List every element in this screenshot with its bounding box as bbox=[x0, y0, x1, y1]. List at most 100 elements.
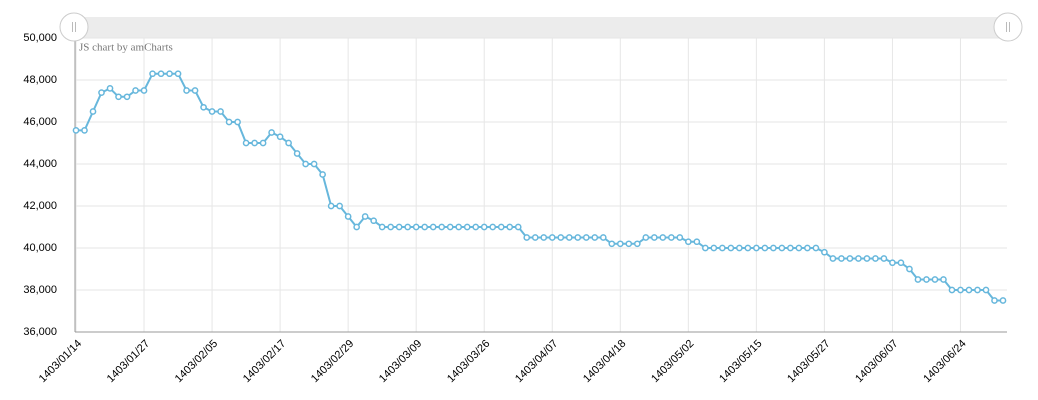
point bbox=[727, 244, 735, 252]
point bbox=[285, 139, 292, 147]
point bbox=[531, 234, 539, 241]
y-tick-label: 38,000 bbox=[23, 284, 57, 296]
point bbox=[591, 234, 599, 241]
point bbox=[889, 259, 896, 267]
point bbox=[166, 70, 173, 78]
point bbox=[804, 244, 811, 252]
point bbox=[497, 223, 505, 231]
point bbox=[906, 265, 913, 273]
point bbox=[455, 223, 463, 231]
point bbox=[540, 234, 548, 241]
point bbox=[174, 70, 182, 78]
point bbox=[81, 127, 88, 134]
point bbox=[838, 255, 845, 262]
point bbox=[98, 89, 105, 96]
point bbox=[149, 70, 156, 78]
point bbox=[106, 85, 114, 92]
point bbox=[812, 244, 820, 252]
point bbox=[736, 244, 743, 252]
point bbox=[982, 286, 990, 294]
point bbox=[897, 259, 905, 267]
point bbox=[701, 244, 709, 252]
point bbox=[387, 223, 395, 231]
point bbox=[829, 255, 837, 262]
point bbox=[608, 240, 616, 248]
point bbox=[616, 240, 624, 248]
x-tick-label: 1403/01/14 bbox=[37, 338, 84, 385]
x-tick-label: 1403/02/05 bbox=[173, 338, 220, 385]
point bbox=[855, 255, 862, 262]
point bbox=[361, 213, 369, 220]
point bbox=[965, 286, 973, 294]
point bbox=[191, 87, 199, 94]
point bbox=[429, 223, 437, 231]
point bbox=[557, 234, 565, 241]
point bbox=[710, 244, 718, 252]
point bbox=[242, 139, 250, 147]
point bbox=[463, 223, 471, 231]
point bbox=[319, 171, 326, 178]
point bbox=[378, 223, 386, 231]
x-tick-label: 1403/05/15 bbox=[717, 338, 764, 385]
x-tick-label: 1403/06/24 bbox=[921, 338, 968, 385]
point bbox=[744, 244, 752, 252]
point bbox=[821, 248, 828, 256]
scroll-grip[interactable] bbox=[993, 12, 1023, 42]
scrollbar[interactable] bbox=[75, 17, 1007, 38]
point bbox=[761, 244, 769, 252]
point bbox=[548, 234, 556, 241]
point bbox=[293, 150, 301, 157]
point bbox=[676, 234, 684, 241]
x-tick-label: 1403/05/02 bbox=[649, 338, 696, 385]
point bbox=[344, 213, 352, 220]
point bbox=[940, 276, 947, 283]
point bbox=[948, 286, 956, 294]
point bbox=[693, 238, 701, 246]
point bbox=[268, 129, 275, 136]
point bbox=[999, 297, 1007, 304]
point bbox=[446, 223, 454, 231]
point bbox=[89, 108, 97, 115]
point bbox=[667, 234, 675, 241]
scroll-grip[interactable] bbox=[59, 12, 89, 42]
point bbox=[183, 87, 190, 94]
point bbox=[625, 240, 633, 248]
point bbox=[514, 223, 522, 231]
x-tick-label: 1403/01/27 bbox=[105, 338, 152, 385]
point bbox=[370, 217, 378, 225]
point bbox=[489, 223, 497, 231]
point bbox=[353, 223, 361, 231]
credit: JS chart by amCharts bbox=[79, 42, 173, 54]
point bbox=[565, 234, 573, 241]
point bbox=[157, 70, 165, 78]
x-tick-label: 1403/03/09 bbox=[377, 338, 424, 385]
point bbox=[880, 255, 888, 262]
point bbox=[506, 223, 514, 231]
point bbox=[582, 234, 590, 241]
point bbox=[200, 103, 207, 111]
point bbox=[770, 244, 777, 252]
y-tick-label: 36,000 bbox=[23, 326, 57, 338]
point bbox=[225, 118, 233, 126]
point bbox=[302, 160, 309, 168]
point bbox=[753, 244, 760, 252]
point bbox=[327, 202, 335, 210]
point bbox=[276, 133, 284, 141]
point bbox=[336, 202, 343, 210]
point bbox=[795, 244, 803, 252]
point bbox=[684, 238, 692, 246]
point bbox=[208, 108, 216, 115]
point bbox=[574, 234, 582, 241]
y-tick-label: 40,000 bbox=[23, 242, 57, 254]
point bbox=[872, 255, 879, 262]
x-tick-label: 1403/02/17 bbox=[241, 338, 288, 385]
point bbox=[914, 276, 922, 283]
point bbox=[234, 118, 241, 126]
y-tick-label: 48,000 bbox=[23, 74, 57, 86]
point bbox=[72, 127, 80, 134]
point bbox=[974, 286, 981, 294]
point bbox=[115, 93, 122, 101]
point bbox=[778, 244, 786, 252]
point bbox=[957, 286, 964, 294]
